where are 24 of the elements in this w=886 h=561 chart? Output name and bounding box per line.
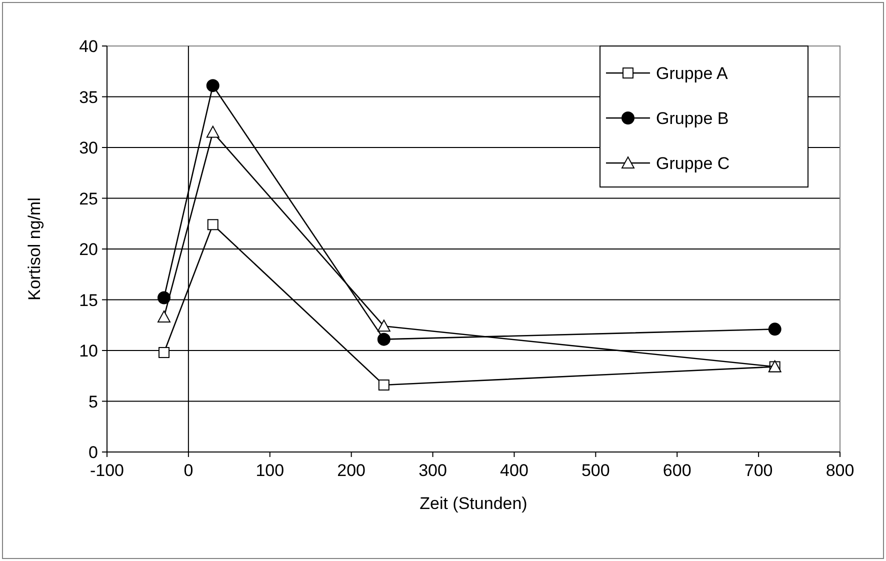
x-tick-label: 300 <box>418 461 447 480</box>
x-tick-label: 400 <box>500 461 528 480</box>
y-tick-label: 40 <box>79 37 98 56</box>
y-tick-label: 0 <box>88 443 98 462</box>
x-tick-label: 100 <box>256 461 284 480</box>
legend-label: Gruppe B <box>656 109 729 128</box>
x-tick-label: 600 <box>662 461 692 480</box>
legend-label: Gruppe C <box>656 154 730 173</box>
y-tick-label: 20 <box>79 240 98 259</box>
y-tick-label: 15 <box>79 290 98 310</box>
x-tick-label: 200 <box>337 461 366 480</box>
y-tick-label: 5 <box>88 392 98 412</box>
x-tick-label: 0 <box>184 461 194 480</box>
y-tick-label: 30 <box>79 138 98 158</box>
y-tick-label: 10 <box>79 342 98 360</box>
x-tick-label: 500 <box>581 461 610 480</box>
x-tick-label: 800 <box>826 461 854 480</box>
legend-label: Gruppe A <box>656 64 728 83</box>
y-tick-label: 25 <box>79 189 98 208</box>
y-tick-label: 35 <box>79 88 98 107</box>
y-axis-title: Kortisol ng/ml <box>25 198 44 300</box>
x-tick-label: 700 <box>744 461 773 480</box>
x-tick-label: -100 <box>90 461 124 480</box>
x-axis-title: Zeit (Stunden) <box>420 494 528 513</box>
